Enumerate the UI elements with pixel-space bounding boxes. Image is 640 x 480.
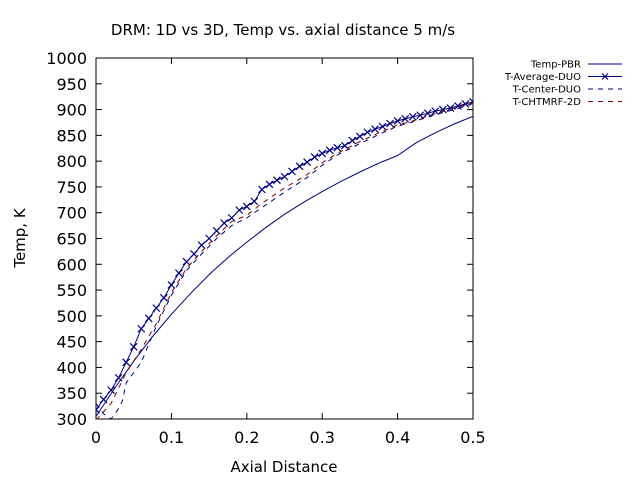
data-point (265, 180, 274, 189)
data-point (333, 143, 342, 152)
data-point (348, 136, 357, 145)
data-point (129, 342, 138, 351)
x-tick-label: 0 (91, 428, 101, 447)
x-tick-label: 0.2 (234, 428, 259, 447)
legend-label: T-Center-DUO (512, 85, 581, 96)
y-axis-title: Temp, K (11, 207, 29, 269)
series-t-chtmrf-2d (96, 102, 473, 419)
data-point (340, 141, 349, 150)
x-tick-label: 0.1 (159, 428, 184, 447)
data-point (401, 114, 410, 123)
data-point (408, 112, 417, 121)
y-tick-label: 550 (56, 281, 87, 300)
x-axis-title: Axial Distance (230, 458, 337, 476)
data-point (227, 213, 236, 222)
y-tick-label: 900 (56, 101, 87, 120)
y-tick-label: 700 (56, 204, 87, 223)
x-tick-labels: 0 0.1 0.2 0.3 0.4 0.5 (91, 428, 486, 447)
y-tick-label: 950 (56, 75, 87, 94)
y-tick-label: 400 (56, 358, 87, 377)
data-point (386, 119, 394, 128)
y-tick-labels: 300 350 400 450 500 550 600 650 700 750 800 850 900 9… (46, 49, 87, 429)
legend-item: T-Center-DUO (512, 85, 622, 96)
data-point (159, 293, 168, 302)
data-point (190, 250, 198, 258)
data-point (461, 99, 470, 108)
data-point (431, 107, 440, 116)
data-point (107, 386, 116, 395)
data-point (325, 146, 334, 155)
series-line (96, 102, 473, 419)
series-t-center-duo (96, 102, 473, 419)
x-tick-label: 0.5 (460, 428, 485, 447)
legend-item: T-Average-DUO (504, 72, 622, 83)
data-point (363, 128, 372, 137)
data-point (378, 122, 387, 131)
legend-item: Temp-PBR (530, 60, 622, 71)
data-point (250, 197, 259, 206)
y-tick-label: 750 (56, 178, 87, 197)
legend-marker (601, 73, 609, 80)
data-point (310, 153, 319, 161)
data-point (99, 395, 108, 404)
data-point (303, 158, 312, 167)
series-line (96, 115, 473, 417)
data-point (242, 202, 251, 211)
data-point (318, 149, 327, 158)
y-tick-label: 800 (56, 152, 87, 171)
data-point (144, 314, 153, 323)
legend-label: Temp-PBR (530, 60, 581, 71)
legend-item: T-CHTMRF-2D (512, 97, 622, 108)
y-tick-label: 500 (56, 307, 87, 326)
data-point (152, 304, 161, 313)
y-tick-label: 300 (56, 410, 87, 429)
data-point (122, 358, 131, 367)
data-point (288, 167, 296, 176)
series-line (96, 102, 473, 419)
y-tick-label: 1000 (46, 49, 87, 68)
data-point (257, 185, 266, 194)
data-point (371, 125, 379, 134)
data-point (175, 269, 183, 277)
data-point (280, 172, 289, 181)
data-point (393, 116, 402, 125)
data-point (423, 109, 432, 118)
data-point (453, 102, 462, 110)
data-point (220, 219, 229, 227)
series-layer (96, 97, 473, 419)
data-point (182, 257, 191, 266)
data-point (446, 104, 455, 112)
y-tick-label: 850 (56, 126, 87, 145)
y-tick-label: 600 (56, 255, 87, 274)
x-tick-label: 0.4 (385, 428, 410, 447)
data-point (137, 324, 146, 333)
y-tick-label: 350 (56, 384, 87, 403)
series-line (96, 101, 473, 410)
data-point (212, 226, 221, 235)
series-temp-pbr (96, 115, 473, 417)
data-point (295, 162, 304, 171)
data-point (235, 206, 244, 215)
data-point (355, 132, 364, 141)
legend-label: T-CHTMRF-2D (512, 97, 582, 108)
y-tick-label: 450 (56, 333, 87, 352)
data-point (273, 176, 281, 185)
legend-label: T-Average-DUO (504, 72, 581, 83)
x-tick-label: 0.3 (309, 428, 334, 447)
series-t-average-duo (96, 97, 473, 414)
data-point (167, 280, 176, 289)
y-tick-label: 650 (56, 230, 87, 249)
data-point (114, 373, 123, 382)
chart-title: DRM: 1D vs 3D, Temp vs. axial distance 5… (111, 21, 455, 39)
data-point (197, 241, 206, 250)
